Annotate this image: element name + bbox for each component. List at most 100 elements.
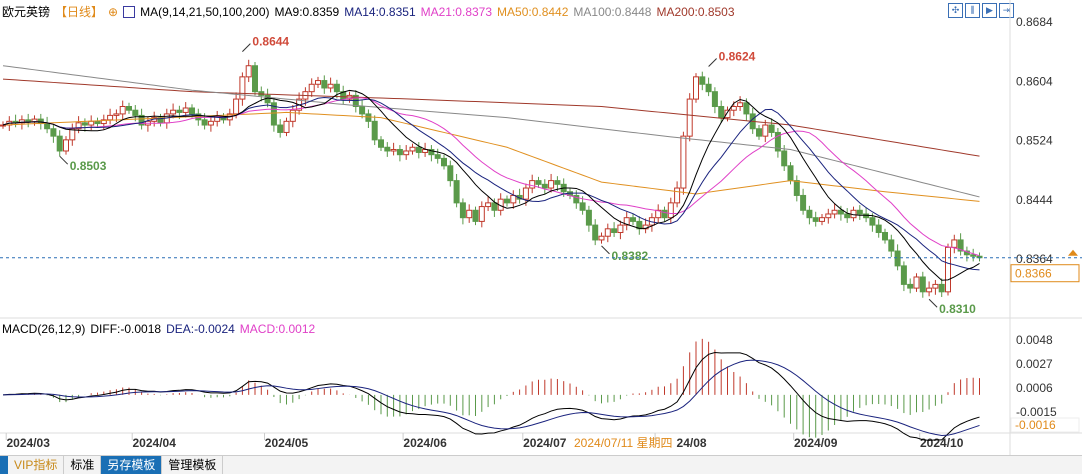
indicator-icon[interactable] [123,5,136,18]
candle [819,213,825,226]
candle-body [277,124,284,133]
exit-icon[interactable]: ⇥ [999,3,1014,18]
candle [793,175,800,202]
current-macd-tag [1010,417,1080,433]
candle [705,77,712,97]
candle-body [81,122,88,126]
candle [541,179,548,194]
period-label[interactable]: 【日线】 [55,5,104,19]
candle-body [932,283,939,289]
ma50-value: MA50:0.8442 [497,4,569,19]
tab-save-template[interactable]: 另存模板 [101,456,163,474]
candle-body [409,146,416,152]
move-icon[interactable]: ✣ [948,3,963,18]
candle-body [453,180,460,204]
candle-body [831,209,838,215]
candle-body [327,83,334,89]
candle [900,261,907,292]
alert-icon [1068,249,1078,256]
candle [806,205,813,225]
candle [447,160,454,187]
zoom-range-icon[interactable]: ⫼ [965,3,980,18]
candle [522,183,529,206]
candle [604,223,611,243]
play-icon[interactable]: ▶ [982,3,997,18]
candle-body [390,148,397,152]
candle-body [466,209,473,219]
candle-body [945,246,951,293]
macd-value: MACD:0.0012 [239,322,316,336]
candle-body [239,76,246,100]
candle-body [938,283,945,293]
candle-body [283,120,290,133]
candle [277,119,284,138]
candle-body [378,139,384,148]
candle [963,246,970,262]
candle-body [201,119,208,126]
candle [132,105,139,122]
candle-body [793,180,800,196]
candle [207,116,214,132]
candle [869,213,876,232]
tab-manage-template[interactable]: 管理模板 [162,456,224,474]
candle-body [107,114,114,121]
candle-body [762,124,769,137]
high-label: 0.8624 [719,49,756,63]
candle-body [825,213,832,219]
candle [661,206,668,222]
price-chart[interactable]: 0.8684 0.8604 0.8524 0.8444 0.8364 0.0048 0.00… [0,0,1082,455]
candle [333,79,340,99]
candle [932,279,939,295]
plus-circle-icon[interactable]: ⊕ [108,4,119,19]
candle [674,181,681,208]
price-tick-label: 0.8604 [1016,74,1053,88]
candle-body [787,165,794,182]
candle [352,90,359,113]
candle [592,219,599,246]
candle-body [63,139,69,152]
candle [504,195,510,207]
time-tick-label: 2024/10 [920,436,964,450]
current-price-label: 0.8366 [1015,267,1052,281]
chart-toolbar: ✣ ⫼ ▶ ⇥ [948,3,1014,18]
candle-body [894,250,901,267]
candle [856,205,863,220]
candle-body [50,128,57,137]
candle [951,234,958,254]
price-tick-label: 0.8444 [1016,193,1053,207]
candle [598,232,605,244]
tab-standard[interactable]: 标准 [64,456,102,474]
candle-body [510,194,517,204]
candle [365,109,372,128]
tab-vip-indicators[interactable]: VIP指标 [0,456,65,474]
candle-body [176,109,183,113]
candle [970,248,977,262]
candle-body [686,98,693,137]
candle [81,118,88,132]
candle [44,116,51,134]
candle-body [365,113,372,122]
candle-body [674,187,681,204]
candle-body [321,80,328,89]
ma-params: MA(9,14,21,50,100,200) [140,4,270,19]
ma50-line [2,111,980,202]
candle-body [781,150,788,167]
candle-body [699,76,706,85]
candle [711,87,718,114]
ma100-value: MA100:0.8448 [573,4,652,19]
high-label: 0.8644 [252,35,289,49]
macd-header: MACD(26,12,9) DIFF:-0.0018 DEA:-0.0024 M… [2,322,315,336]
template-tabs: VIP指标 标准 另存模板 管理模板 [0,455,1082,474]
macd-tick-label: 0.0048 [1016,333,1053,347]
candle-body [951,239,958,248]
macd-diff: DIFF:-0.0018 [90,322,162,336]
candle [453,173,460,208]
candle [415,142,422,159]
candle [157,113,164,127]
candle [718,100,725,123]
candle-body [617,224,624,234]
candle [516,188,523,204]
candle-body [44,123,51,130]
candle [321,75,328,94]
candle [441,154,447,170]
